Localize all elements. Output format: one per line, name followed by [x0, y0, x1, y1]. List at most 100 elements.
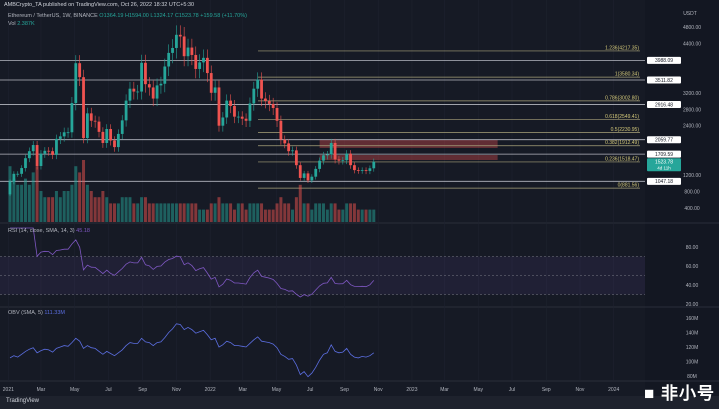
- price-label-text: 3988.09: [655, 58, 673, 64]
- candle-body: [252, 88, 256, 104]
- volume-bar: [43, 197, 47, 222]
- candle-body: [82, 77, 85, 139]
- volume-bar: [256, 203, 260, 222]
- volume-bar: [244, 209, 248, 222]
- tradingview-logo[interactable]: TradingView: [6, 398, 40, 404]
- volume-bar: [294, 197, 298, 222]
- volume-bar: [20, 184, 24, 222]
- volume-bar: [132, 203, 136, 222]
- obv-axis-tick: 100M: [686, 360, 699, 366]
- volume-bar: [140, 197, 144, 222]
- fib-level-label: 1.236(4217.35): [605, 45, 639, 51]
- volume-bar: [171, 203, 175, 222]
- obv-axis-tick: 160M: [686, 316, 699, 322]
- candle-body: [86, 113, 89, 139]
- candle-body: [325, 154, 329, 156]
- rsi-axis-tick: 80.00: [686, 245, 699, 251]
- volume-bar: [190, 203, 194, 222]
- volume-bar: [341, 209, 345, 222]
- volume-bar: [252, 203, 256, 222]
- candle-body: [78, 63, 82, 78]
- candle-body: [190, 47, 194, 55]
- candle-body: [163, 66, 167, 84]
- volume-bar: [93, 197, 97, 222]
- volume-bar: [364, 209, 368, 222]
- candle-body: [155, 85, 159, 99]
- candle-body: [93, 120, 97, 122]
- price-label-box: [647, 56, 681, 64]
- symbol-name: Ethereum / TetherUS, 1W, BINANCE: [8, 13, 98, 19]
- ohlc-low: L1324.17: [150, 13, 174, 19]
- fib-level-label: 0.236(1518.47): [605, 156, 639, 162]
- volume-bar: [232, 209, 236, 222]
- candle-body: [221, 117, 225, 126]
- obv-axis-tick: 120M: [686, 345, 699, 351]
- obv-line: [9, 323, 375, 378]
- candle-body: [144, 62, 147, 85]
- volume-bar: [155, 203, 159, 222]
- candle-body: [260, 79, 263, 99]
- candle-body: [113, 140, 116, 148]
- volume-bar: [51, 197, 55, 222]
- obv-axis-tick: 80M: [687, 374, 697, 380]
- candle-body: [225, 100, 229, 118]
- candle-body: [333, 142, 337, 160]
- price-axis-unit: USDT: [683, 11, 697, 17]
- price-label-text: 1047.18: [655, 179, 673, 185]
- volume-bar: [182, 203, 186, 222]
- candle-body: [236, 116, 240, 118]
- volume-bar: [101, 191, 105, 222]
- candle-body: [178, 34, 182, 37]
- volume-bar: [116, 203, 120, 222]
- ohlc-close: C1523.78: [174, 13, 199, 19]
- price-label-text: 2059.77: [655, 137, 673, 143]
- candle-body: [62, 132, 66, 137]
- candle-body: [364, 170, 368, 171]
- candle-body: [74, 63, 78, 104]
- candle-body: [372, 161, 376, 169]
- volume-bar: [47, 197, 51, 222]
- fib-level-label: 1(3580.34): [615, 72, 640, 78]
- volume-bar: [16, 184, 20, 222]
- bar-countdown-text: 4d 11h: [657, 166, 671, 171]
- volume-label: Vol: [8, 21, 16, 27]
- volume-bar: [213, 203, 217, 222]
- candle-body: [116, 133, 120, 148]
- volume-bar: [89, 191, 93, 222]
- candle-body: [175, 34, 178, 48]
- volume-bar: [240, 203, 244, 222]
- rsi-axis-tick: 20.00: [686, 302, 699, 308]
- volume-bar: [23, 178, 27, 222]
- chart-background: [0, 0, 719, 396]
- candle-body: [43, 150, 47, 154]
- time-axis-label: Jul: [105, 387, 111, 393]
- candle-body: [128, 88, 132, 101]
- fib-level-label: 0(881.56): [618, 183, 640, 189]
- candle-body: [24, 158, 27, 169]
- candle-body: [306, 173, 310, 181]
- obv-legend: OBV (SMA, 5) 111.33M: [8, 310, 65, 316]
- candle-body: [182, 36, 186, 57]
- time-axis-label: Jul: [307, 387, 313, 393]
- candle-body: [356, 170, 360, 171]
- price-label-text: 3511.82: [655, 78, 673, 84]
- candle-body: [159, 83, 163, 86]
- candle-body: [136, 91, 140, 93]
- candle-body: [283, 139, 287, 144]
- volume-bar: [74, 166, 78, 222]
- volume-bar: [325, 209, 329, 222]
- price-axis-tick: 800.00: [684, 190, 700, 196]
- time-axis-label: Nov: [172, 387, 181, 393]
- candle-body: [171, 47, 174, 53]
- volume-bar: [267, 209, 271, 222]
- time-axis-label: 2022: [205, 387, 216, 393]
- price-label-box: [647, 136, 681, 144]
- supply-zone: [319, 155, 498, 160]
- volume-bar: [333, 203, 337, 222]
- volume-bar: [62, 191, 66, 222]
- volume-bar: [298, 184, 302, 222]
- price-axis-background: [645, 0, 719, 396]
- volume-bar: [221, 203, 225, 222]
- volume-bar: [167, 203, 171, 222]
